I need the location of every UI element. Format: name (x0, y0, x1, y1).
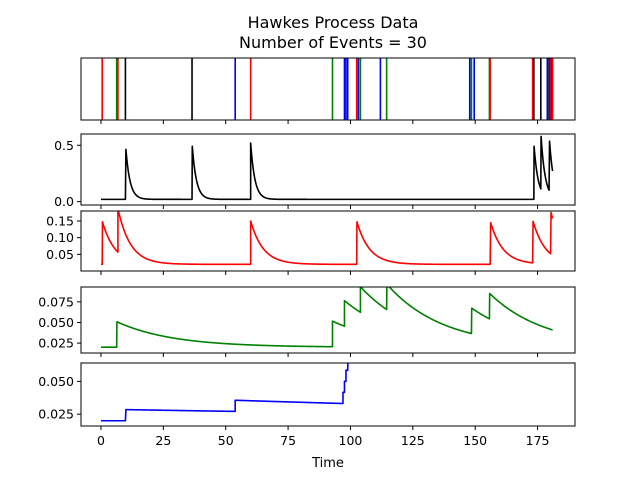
panel-1 (80, 57, 576, 124)
y-tick-label: 0.050 (38, 315, 74, 330)
y-tick-label: 0.0 (54, 194, 74, 209)
panel-3: 0.05 0.100.15 (46, 210, 576, 275)
x-tick-label: 175 (526, 433, 550, 448)
intensity-line (100, 363, 349, 422)
y-tick-label: 0.10 (46, 230, 74, 245)
panel-frame (80, 286, 576, 354)
x-tick-label: 125 (401, 433, 425, 448)
panel-5: 0.025 0.050 0 25 50 75 100 125 150 175 (38, 362, 576, 448)
x-tick-label: 50 (218, 433, 234, 448)
x-tick-label: 25 (155, 433, 171, 448)
intensity-line (100, 211, 554, 266)
y-tick-label: 0.5 (54, 138, 74, 153)
panel-frame (80, 210, 576, 272)
intensity-line (100, 287, 553, 349)
y-tick-label: 0.050 (38, 374, 74, 389)
panel-2: 0.0 0.5 (54, 133, 576, 209)
x-tick-label: 75 (280, 433, 296, 448)
y-tick-label: 0.025 (38, 407, 74, 422)
y-tick-label: 0.075 (38, 294, 74, 309)
x-tick-label: 0 (97, 433, 105, 448)
panels-group: 0.00.50.050.100.150.0250.0500.0750.0250.… (38, 57, 576, 448)
y-tick-label: 0.025 (38, 336, 74, 351)
panel-4: 0.025 0.050 0.075 (38, 286, 576, 357)
y-tick-label: 0.15 (46, 214, 74, 229)
y-tick-label: 0.05 (46, 247, 74, 262)
x-tick-label: 100 (339, 433, 363, 448)
chart-title: Hawkes Process Data (248, 13, 419, 32)
panel-frame (80, 362, 576, 427)
chart-subtitle: Number of Events = 30 (239, 33, 427, 52)
panel-frame (80, 133, 576, 206)
panel-frame (80, 57, 576, 121)
intensity-line (100, 135, 554, 201)
x-axis-label: Time (311, 456, 344, 471)
x-tick-label: 150 (463, 433, 487, 448)
